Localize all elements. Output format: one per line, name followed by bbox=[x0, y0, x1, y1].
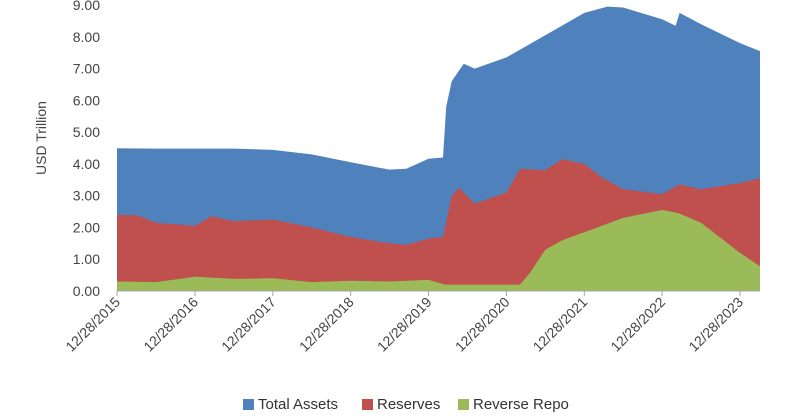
x-tick-label: 12/28/2015 bbox=[62, 294, 123, 355]
legend-label-reverse-repo: Reverse Repo bbox=[473, 396, 569, 413]
x-tick-label: 12/28/2016 bbox=[140, 294, 201, 355]
axes bbox=[116, 290, 760, 296]
y-axis-label: USD Trillion bbox=[33, 101, 49, 175]
x-tick-label: 12/28/2022 bbox=[607, 294, 668, 355]
y-tick-labels: 0.00 1.00 2.00 3.00 4.00 5.00 6.00 7.00 8.00 9.00 bbox=[73, 0, 100, 299]
y-tick-label: 5.00 bbox=[73, 124, 100, 140]
x-tick-label: 12/28/2017 bbox=[218, 294, 279, 355]
y-tick-label: 3.00 bbox=[73, 188, 100, 204]
x-tick-label: 12/28/2019 bbox=[374, 294, 435, 355]
y-tick-label: 4.00 bbox=[73, 156, 100, 172]
legend-label-total-assets: Total Assets bbox=[258, 396, 338, 413]
y-tick-label: 6.00 bbox=[73, 92, 100, 108]
x-tick-label: 12/28/2020 bbox=[452, 294, 513, 355]
y-tick-label: 0.00 bbox=[73, 283, 100, 299]
x-tick-label: 12/28/2023 bbox=[685, 294, 746, 355]
x-tick-label: 12/28/2018 bbox=[296, 294, 357, 355]
series-areas bbox=[117, 6, 760, 291]
legend-label-reserves: Reserves bbox=[377, 396, 440, 413]
y-tick-label: 9.00 bbox=[73, 0, 100, 13]
y-tick-label: 8.00 bbox=[73, 29, 100, 45]
y-tick-label: 1.00 bbox=[73, 251, 100, 267]
y-tick-label: 7.00 bbox=[73, 61, 100, 77]
legend: Total Assets Reserves Reverse Repo bbox=[243, 396, 569, 413]
x-tick-label: 12/28/2021 bbox=[530, 294, 591, 355]
area-reverse-repo bbox=[117, 210, 760, 291]
legend-swatch-reserves bbox=[362, 399, 373, 410]
legend-swatch-total-assets bbox=[243, 399, 254, 410]
y-tick-label: 2.00 bbox=[73, 219, 100, 235]
legend-swatch-reverse-repo bbox=[458, 399, 469, 410]
x-tick-labels: 12/28/2015 12/28/2016 12/28/2017 12/28/2018… bbox=[62, 294, 746, 355]
